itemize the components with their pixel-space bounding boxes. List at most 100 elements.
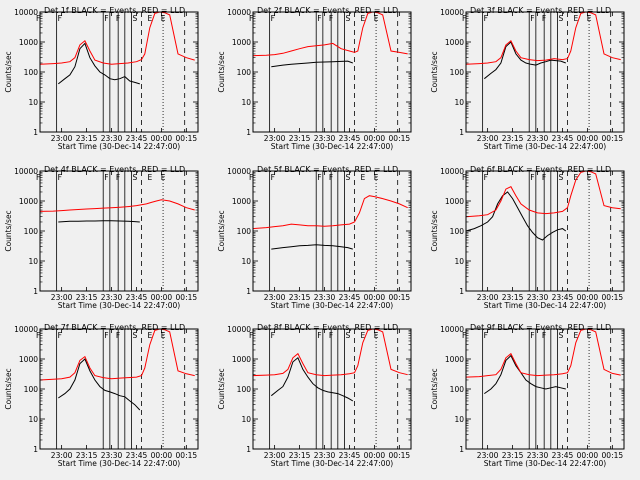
lld-series-line: [39, 11, 195, 65]
x-tick-label: 23:15: [289, 451, 311, 460]
y-tick-label: 10000: [14, 325, 38, 334]
x-tick-label: 23:45: [339, 451, 361, 460]
x-tick-label: 23:15: [502, 293, 524, 302]
y-tick-label: 1000: [232, 38, 251, 47]
lld-series-line: [252, 11, 408, 57]
flag-e2: E: [161, 173, 166, 182]
y-tick-label: 1: [246, 445, 251, 454]
y-axis-title: Counts/sec: [4, 368, 13, 409]
x-tick-label: 23:45: [339, 134, 361, 143]
flag-f2: F: [58, 14, 62, 23]
x-tick-label: 00:00: [364, 293, 386, 302]
events-series-line: [483, 41, 566, 80]
flag-e1: E: [147, 173, 152, 182]
plot-frame: [465, 11, 625, 133]
flag-f4: F: [329, 173, 333, 182]
y-tick-label: 10: [28, 257, 38, 266]
y-tick-label: 10000: [440, 167, 464, 176]
flag-f3: F: [317, 14, 321, 23]
x-tick-label: 23:15: [502, 134, 524, 143]
x-tick-label: 00:15: [602, 451, 624, 460]
x-tick-label: 23:45: [552, 293, 574, 302]
x-tick-label: 00:00: [151, 451, 173, 460]
x-tick-label: 23:30: [101, 134, 123, 143]
flag-s: S: [345, 14, 350, 23]
flag-e2: E: [161, 331, 166, 340]
x-tick-label: 23:30: [101, 293, 123, 302]
flag-f2: F: [58, 331, 62, 340]
x-tick-label: 00:15: [389, 293, 411, 302]
y-tick-label: 100: [450, 68, 465, 77]
x-tick-label: 00:15: [176, 451, 198, 460]
y-axis-title: Counts/sec: [430, 51, 439, 92]
flag-s: S: [132, 173, 137, 182]
flag-f1: F: [462, 14, 466, 23]
panel-title: Det 4f BLACK = Events, RED = LLD: [44, 165, 185, 174]
events-series-line: [57, 42, 140, 85]
x-axis-title: Start Time (30-Dec-14 22:47:00): [484, 142, 606, 151]
flag-f4: F: [542, 14, 546, 23]
flag-e2: E: [587, 173, 592, 182]
x-tick-label: 23:45: [126, 293, 148, 302]
flag-f2: F: [271, 14, 275, 23]
flag-s: S: [558, 14, 563, 23]
flag-e1: E: [360, 173, 365, 182]
flag-f1: F: [462, 331, 466, 340]
panel-title: Det 3f BLACK = Events, RED = LLD: [470, 6, 611, 15]
y-tick-label: 100: [24, 385, 39, 394]
y-tick-label: 1000: [19, 38, 38, 47]
flag-f4: F: [542, 331, 546, 340]
flag-e2: E: [587, 331, 592, 340]
x-tick-label: 00:15: [176, 134, 198, 143]
flag-s: S: [345, 331, 350, 340]
flag-f3: F: [104, 331, 108, 340]
y-tick-label: 100: [237, 385, 252, 394]
y-tick-label: 10: [241, 415, 251, 424]
y-tick-label: 100: [237, 68, 252, 77]
plot-frame: [252, 11, 412, 133]
flag-f2: F: [58, 173, 62, 182]
flag-f4: F: [116, 14, 120, 23]
x-axis-title: Start Time (30-Dec-14 22:47:00): [271, 301, 393, 310]
y-tick-label: 10000: [440, 325, 464, 334]
flag-f3: F: [530, 173, 534, 182]
y-tick-label: 10: [454, 98, 464, 107]
flag-s: S: [345, 173, 350, 182]
y-tick-label: 10: [241, 257, 251, 266]
y-tick-label: 1000: [445, 38, 464, 47]
y-tick-label: 100: [450, 385, 465, 394]
flag-f3: F: [530, 14, 534, 23]
flag-s: S: [132, 331, 137, 340]
y-tick-label: 10000: [227, 8, 251, 17]
y-tick-label: 100: [24, 227, 39, 236]
x-tick-label: 23:15: [289, 134, 311, 143]
y-axis-title: Counts/sec: [4, 51, 13, 92]
flag-f4: F: [329, 14, 333, 23]
x-tick-label: 00:00: [151, 134, 173, 143]
flag-e1: E: [360, 14, 365, 23]
flag-f1: F: [36, 14, 40, 23]
flag-f3: F: [317, 173, 321, 182]
x-tick-label: 00:15: [602, 293, 624, 302]
events-series-line: [58, 220, 140, 223]
y-axis-title: Counts/sec: [4, 210, 13, 251]
y-tick-label: 10: [454, 257, 464, 266]
x-tick-label: 23:00: [264, 293, 286, 302]
lld-series-line: [39, 328, 195, 381]
panel-title: Det 6f BLACK = Events, RED = LLD: [470, 165, 611, 174]
x-axis-title: Start Time (30-Dec-14 22:47:00): [58, 459, 180, 468]
y-tick-label: 1: [33, 445, 38, 454]
x-tick-label: 23:15: [76, 293, 98, 302]
x-tick-label: 23:30: [527, 134, 549, 143]
x-tick-label: 00:00: [577, 293, 599, 302]
x-tick-label: 00:15: [602, 134, 624, 143]
y-tick-label: 1000: [232, 355, 251, 364]
flag-f1: F: [36, 331, 40, 340]
flag-f4: F: [329, 331, 333, 340]
y-tick-label: 100: [237, 227, 252, 236]
